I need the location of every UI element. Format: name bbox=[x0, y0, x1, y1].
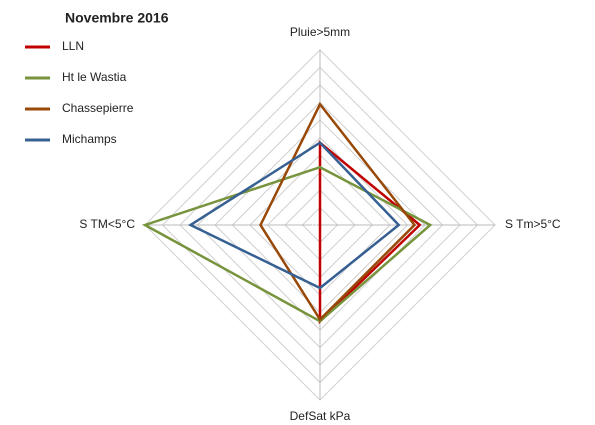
r-tick-label: 7 bbox=[312, 97, 317, 107]
r-tick-label: 0 bbox=[312, 219, 317, 229]
category-label: S TM<5°C bbox=[79, 217, 135, 231]
series-polygon bbox=[259, 101, 417, 322]
category-label: Pluie>5mm bbox=[290, 25, 350, 39]
legend-label: Michamps bbox=[62, 132, 117, 146]
category-label: DefSat kPa bbox=[290, 409, 351, 423]
legend-label: Chassepierre bbox=[62, 101, 134, 115]
r-tick-label: 9 bbox=[312, 62, 317, 72]
r-tick-label: 3 bbox=[312, 167, 317, 177]
r-tick-label: 8 bbox=[312, 79, 317, 89]
category-label: S Tm>5°C bbox=[505, 217, 561, 231]
r-tick-label: 5 bbox=[312, 132, 317, 142]
r-tick-label: 1 bbox=[312, 202, 317, 212]
series-polygon bbox=[187, 141, 401, 290]
r-tick-label: 4 bbox=[312, 149, 317, 159]
legend-label: Ht le Wastia bbox=[62, 70, 127, 84]
legend-label: LLN bbox=[62, 39, 84, 53]
r-tick-label: 6 bbox=[312, 114, 317, 124]
chart-title: Novembre 2016 bbox=[65, 10, 169, 26]
r-tick-label: 2 bbox=[312, 184, 317, 194]
r-tick-label: 10 bbox=[307, 44, 317, 54]
